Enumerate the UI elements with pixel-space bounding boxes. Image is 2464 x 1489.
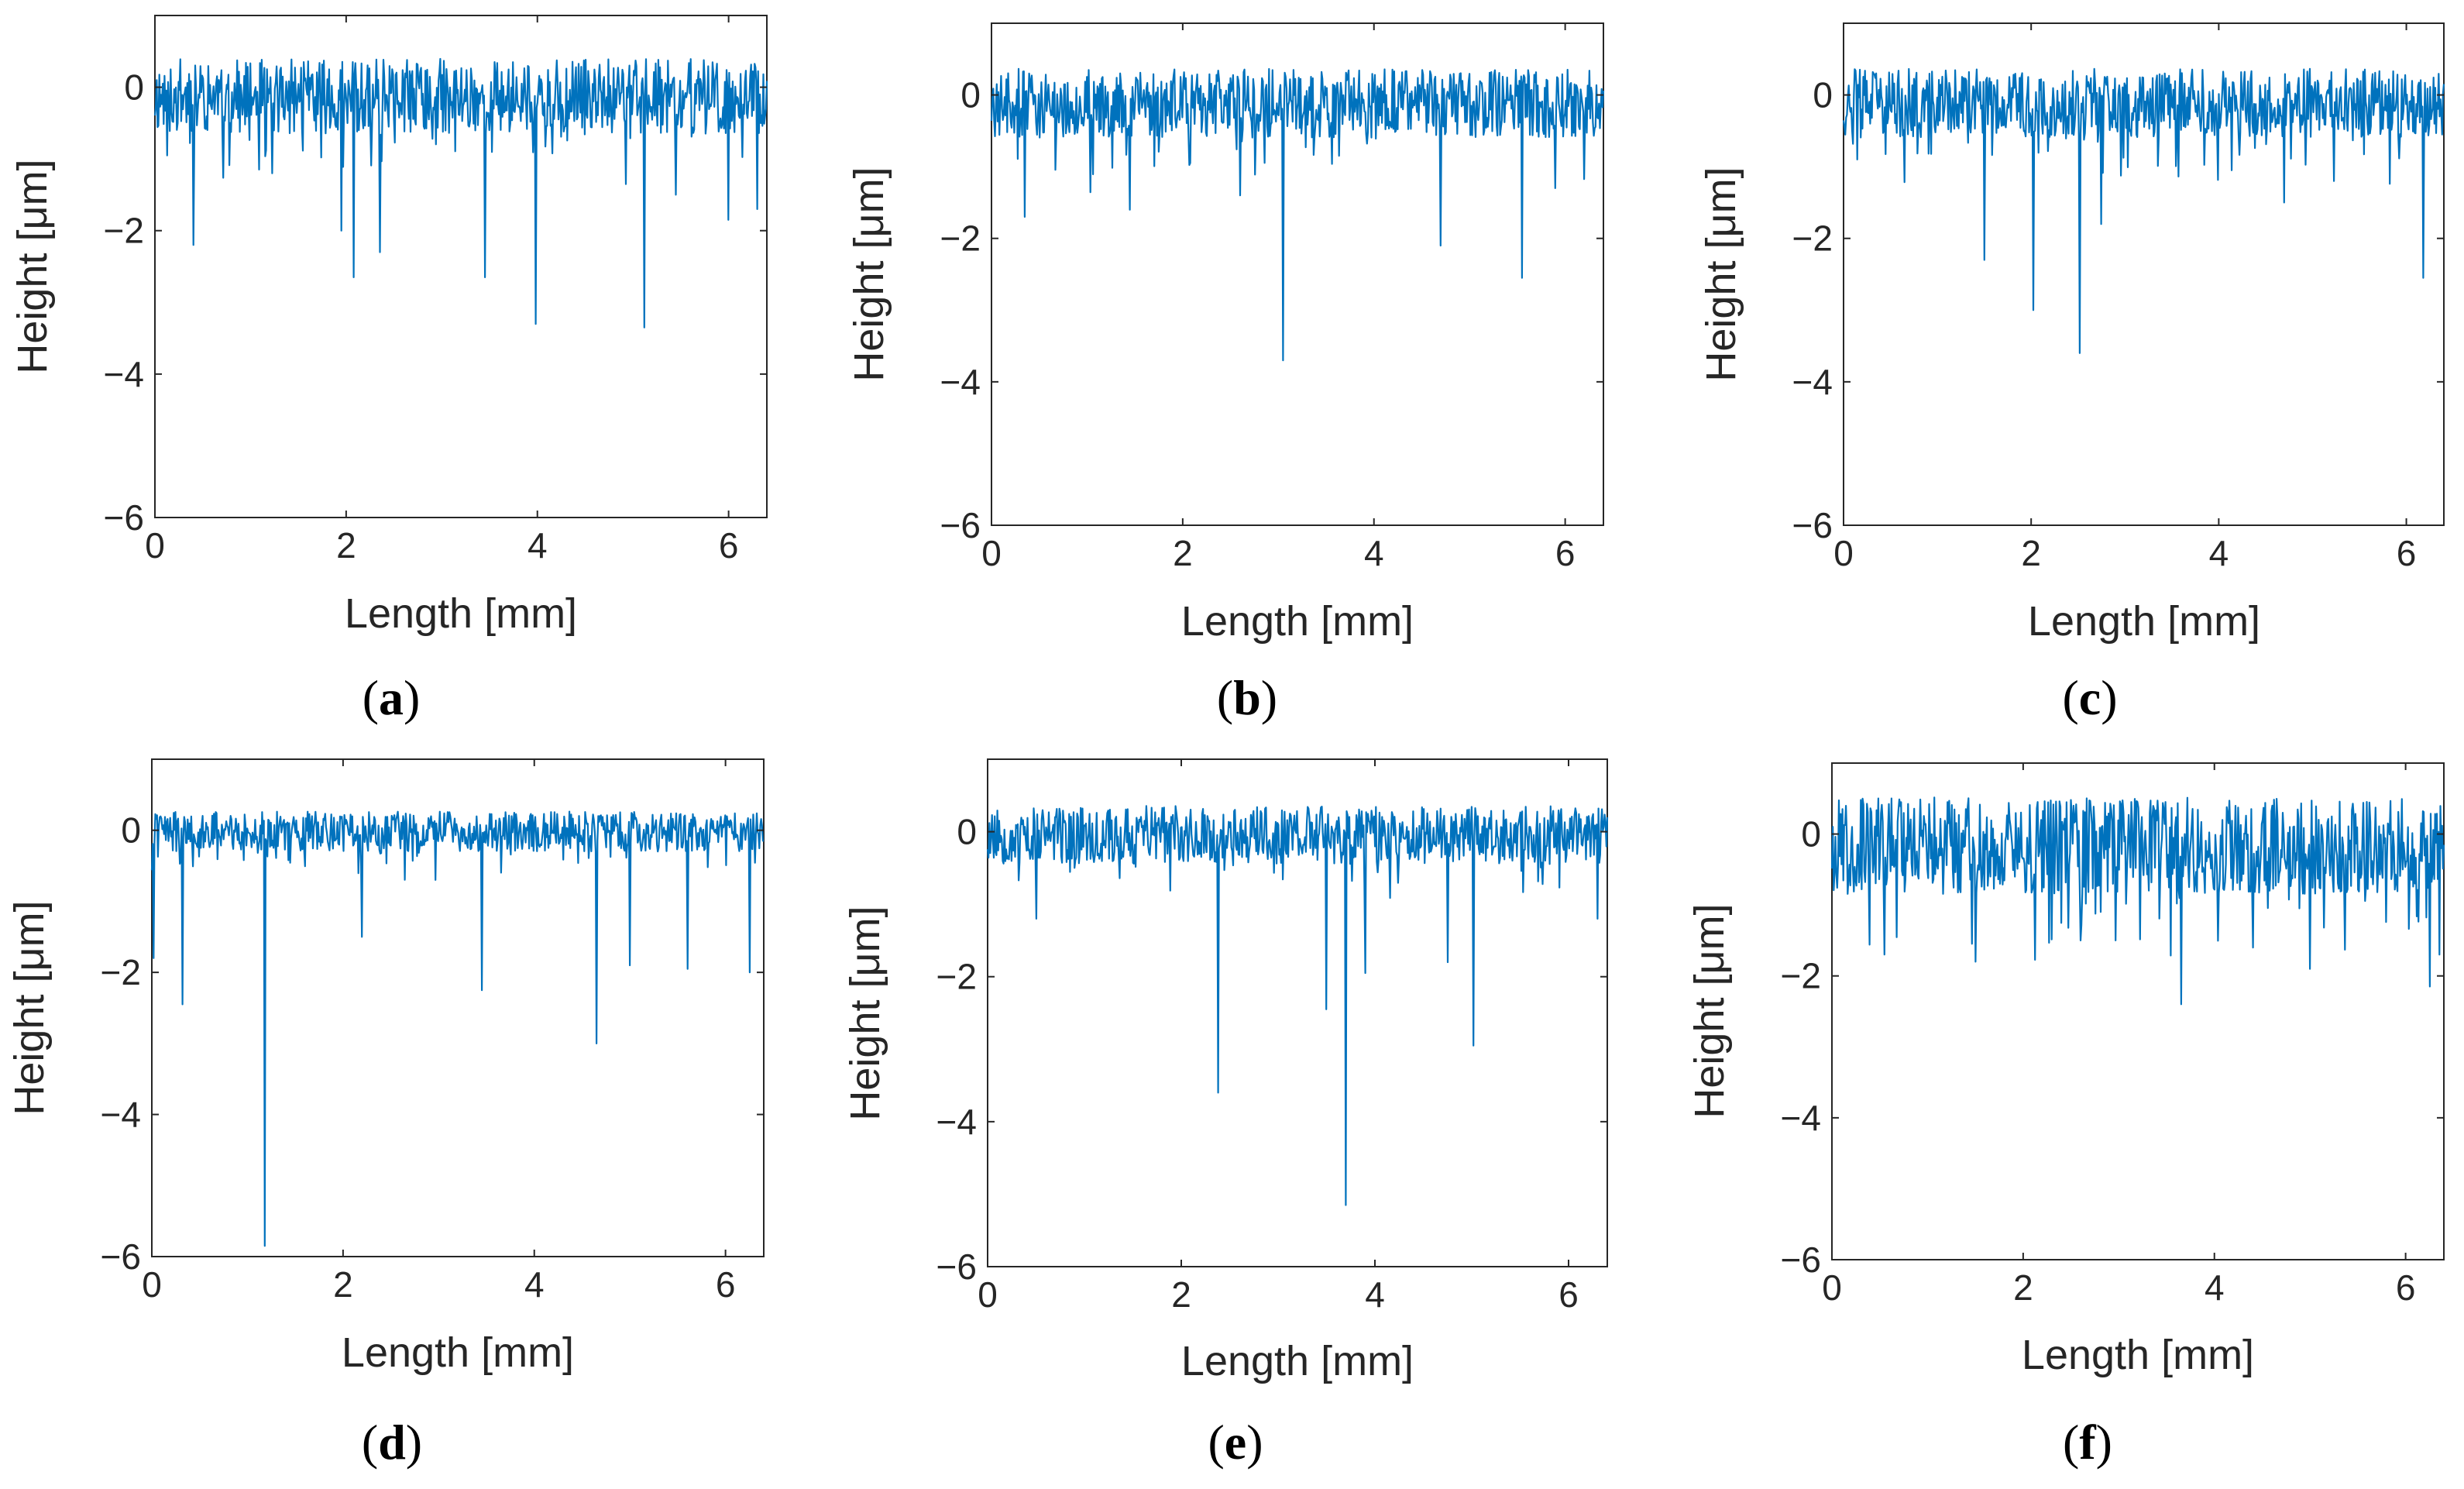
y-axis-label: Height [μm] [6,900,53,1115]
x-axis-label: Length [mm] [1181,598,1414,645]
y-tick-label: −2 [104,211,144,251]
x-tick-label: 4 [1365,1274,1385,1315]
x-tick-label: 0 [145,525,165,566]
y-tick-label: 0 [957,812,977,852]
profile-line [150,810,765,1247]
x-tick-label: 6 [719,525,739,566]
x-tick-label: 4 [1364,533,1384,573]
x-axis-label: Length [mm] [345,590,577,637]
x-axis-label: Length [mm] [2028,598,2260,645]
y-tick-label: −6 [940,505,981,545]
y-tick-label: −6 [1792,505,1833,545]
tick-group: 0 2 4 6 −6 −4 −2 0 [1781,763,2444,1308]
x-axis-label: Length [mm] [1181,1338,1414,1384]
tick-group: 0 2 4 6 −6 −4 −2 0 [101,759,764,1305]
y-tick-label: 0 [121,810,141,851]
x-tick-label: 2 [333,1264,353,1305]
x-axis-label: Length [mm] [342,1329,574,1376]
panel-label: (c) [2062,670,2117,725]
y-axis-label: Height [μm] [9,159,56,373]
x-tick-label: 0 [978,1274,998,1315]
x-tick-label: 2 [2021,533,2041,573]
y-axis-label: Height [μm] [1698,167,1744,381]
x-tick-label: 4 [2209,533,2229,573]
x-tick-label: 2 [1173,533,1193,573]
panel-c: 0 2 4 6 −6 −4 −2 0 Length [mm] Height [μm] (c) [1698,22,2445,725]
y-tick-label: 0 [1801,814,1821,855]
x-tick-label: 2 [2013,1267,2033,1308]
y-tick-label: −4 [101,1095,141,1135]
tick-group: 0 2 4 6 −6 −4 −2 0 [104,15,767,566]
tick-group: 0 2 4 6 −6 −4 −2 0 [936,759,1607,1315]
y-tick-label: −4 [936,1102,977,1142]
y-tick-label: −4 [1781,1098,1821,1138]
panel-f: 0 2 4 6 −6 −4 −2 0 Length [mm] Height [μm] (f) [1686,762,2445,1470]
panel-e: 0 2 4 6 −6 −4 −2 0 Length [mm] Height [μm] (e) [842,758,1609,1470]
y-tick-label: −4 [104,354,144,394]
tick-group: 0 2 4 6 −6 −4 −2 0 [1792,23,2444,573]
y-tick-label: −2 [1781,956,1821,996]
y-tick-label: −6 [101,1236,141,1277]
panel-a: 0 2 4 6 −6 −4 −2 0 Length [mm] Height [μm] (a) [9,15,768,725]
x-tick-label: 4 [528,525,548,566]
panel-label: (b) [1217,670,1277,725]
x-tick-label: 6 [1555,533,1576,573]
x-tick-label: 0 [1833,533,1854,573]
y-tick-label: −2 [101,952,141,992]
x-tick-label: 4 [524,1264,545,1305]
y-tick-label: 0 [1813,75,1833,115]
profile-line [153,57,768,328]
y-tick-label: −2 [936,957,977,997]
y-tick-label: −2 [940,218,981,259]
y-axis-label: Height [μm] [846,167,892,381]
profile-line [1830,796,2445,1006]
x-tick-label: 4 [2205,1267,2225,1308]
panel-label: (e) [1208,1415,1263,1470]
y-tick-label: −4 [940,362,981,402]
x-tick-label: 6 [716,1264,736,1305]
profile-line [990,67,1605,362]
x-tick-label: 6 [2397,533,2417,573]
x-tick-label: 0 [1822,1267,1842,1308]
x-tick-label: 0 [981,533,1002,573]
panel-label: (d) [362,1415,422,1470]
y-tick-label: 0 [124,67,144,108]
panel-label: (a) [363,670,421,725]
y-axis-label: Height [μm] [842,906,888,1120]
y-tick-label: −4 [1792,362,1833,402]
x-axis-label: Length [mm] [2022,1332,2254,1378]
x-tick-label: 6 [2396,1267,2416,1308]
x-tick-label: 0 [142,1264,162,1305]
x-tick-label: 2 [336,525,356,566]
panel-label: (f) [2063,1415,2112,1470]
x-tick-label: 2 [1171,1274,1191,1315]
y-tick-label: −6 [1781,1240,1821,1280]
y-tick-label: −6 [104,497,144,538]
panel-d: 0 2 4 6 −6 −4 −2 0 Length [mm] Height [μm] (d) [6,758,765,1470]
y-tick-label: −2 [1792,218,1833,259]
x-tick-label: 6 [1558,1274,1579,1315]
y-axis-label: Height [μm] [1686,903,1733,1118]
profile-line [986,805,1609,1206]
panel-b: 0 2 4 6 −6 −4 −2 0 Length [mm] Height [μm] (b) [846,22,1605,725]
profile-line [1842,67,2445,354]
y-tick-label: −6 [936,1247,977,1287]
tick-group: 0 2 4 6 −6 −4 −2 0 [940,23,1603,573]
y-tick-label: 0 [961,75,981,115]
